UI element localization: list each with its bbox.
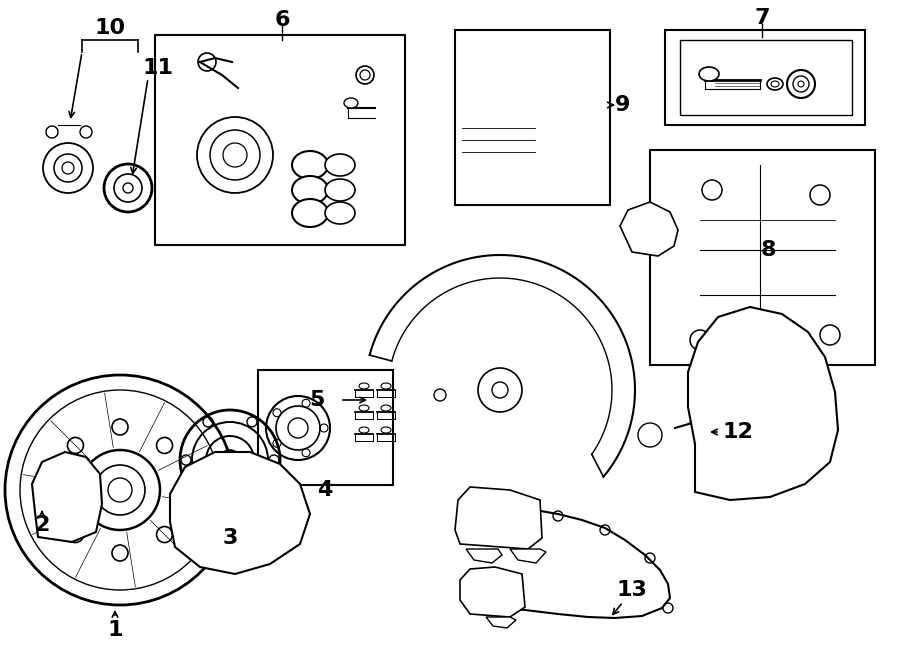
Bar xyxy=(455,30,610,205)
Polygon shape xyxy=(688,307,838,500)
Text: 5: 5 xyxy=(310,390,325,410)
Ellipse shape xyxy=(359,427,369,433)
Text: 3: 3 xyxy=(222,528,238,548)
Polygon shape xyxy=(32,452,102,542)
Text: 4: 4 xyxy=(318,480,333,500)
Text: 11: 11 xyxy=(142,58,174,78)
Text: 10: 10 xyxy=(94,18,126,38)
Ellipse shape xyxy=(381,383,391,389)
Text: 1: 1 xyxy=(107,620,122,640)
Ellipse shape xyxy=(292,176,328,204)
Bar xyxy=(665,30,865,125)
Text: 9: 9 xyxy=(616,95,631,115)
Polygon shape xyxy=(486,617,516,628)
Ellipse shape xyxy=(325,179,355,201)
Ellipse shape xyxy=(35,503,49,513)
Text: 13: 13 xyxy=(616,580,647,600)
Text: 2: 2 xyxy=(34,515,50,535)
Ellipse shape xyxy=(699,67,719,81)
Ellipse shape xyxy=(292,199,328,227)
Bar xyxy=(680,40,852,115)
Ellipse shape xyxy=(767,78,783,90)
Bar xyxy=(650,150,875,365)
Ellipse shape xyxy=(381,405,391,411)
Text: 12: 12 xyxy=(723,422,753,442)
Circle shape xyxy=(798,81,804,87)
Polygon shape xyxy=(460,567,525,617)
Polygon shape xyxy=(466,549,502,563)
Ellipse shape xyxy=(359,383,369,389)
Text: 6: 6 xyxy=(274,10,290,30)
Text: 8: 8 xyxy=(760,240,776,260)
Polygon shape xyxy=(620,202,678,256)
Polygon shape xyxy=(170,452,310,574)
Bar xyxy=(155,35,405,245)
Ellipse shape xyxy=(359,405,369,411)
Circle shape xyxy=(787,70,815,98)
Text: 7: 7 xyxy=(754,8,770,28)
Polygon shape xyxy=(455,487,542,549)
Ellipse shape xyxy=(325,202,355,224)
Polygon shape xyxy=(510,549,546,563)
Ellipse shape xyxy=(381,427,391,433)
Ellipse shape xyxy=(344,98,358,108)
Ellipse shape xyxy=(771,81,779,87)
Circle shape xyxy=(123,183,133,193)
Bar xyxy=(698,408,720,426)
Ellipse shape xyxy=(292,151,328,179)
Circle shape xyxy=(356,66,374,84)
Bar xyxy=(258,370,393,485)
Ellipse shape xyxy=(325,154,355,176)
